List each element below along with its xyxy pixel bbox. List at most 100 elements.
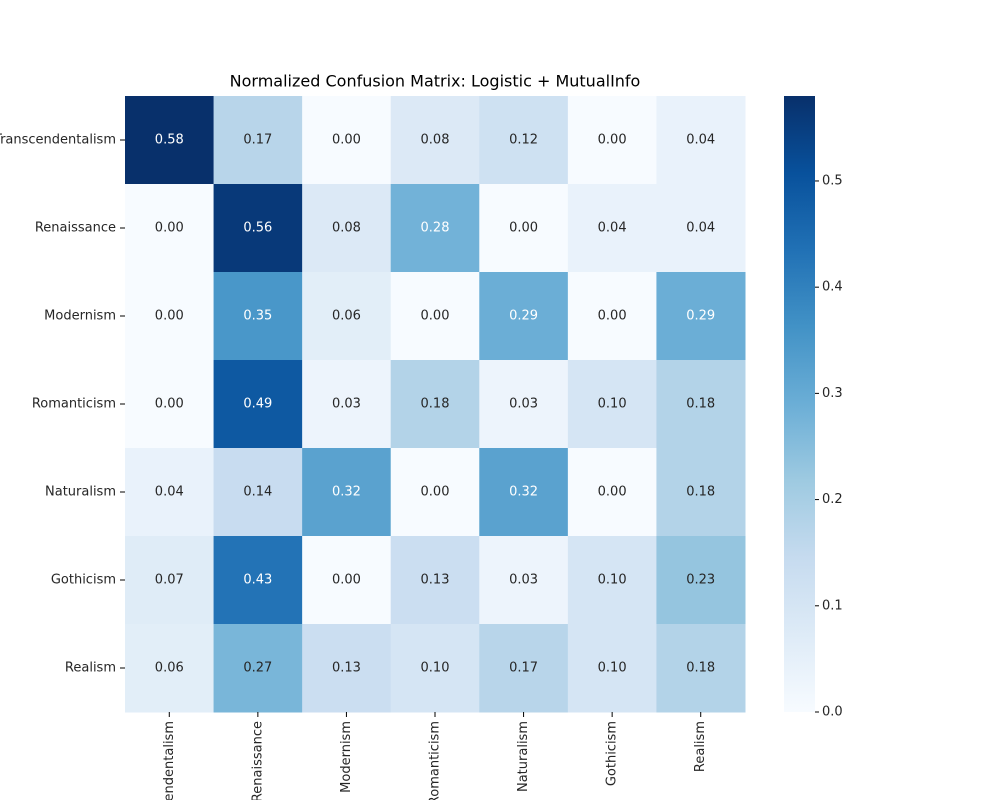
heatmap-cell (390, 96, 480, 185)
heatmap-cell (479, 272, 569, 361)
cell-label: 0.14 (243, 485, 272, 500)
cell-label: 0.00 (598, 309, 627, 324)
cell-label: 0.17 (243, 133, 272, 148)
cell-label: 0.13 (421, 573, 450, 588)
cell-label: 0.03 (509, 397, 538, 412)
cell-label: 0.06 (332, 309, 361, 324)
heatmap-cell (302, 624, 392, 713)
heatmap-cell (125, 536, 215, 625)
colorbar-tick-label: 0.5 (822, 173, 843, 188)
colorbar-tick-label: 0.0 (822, 705, 843, 720)
cell-label: 0.00 (598, 133, 627, 148)
heatmap-cell (213, 448, 303, 537)
heatmap-cell (567, 272, 657, 361)
cell-label: 0.29 (686, 309, 715, 324)
cell-label: 0.08 (332, 221, 361, 236)
heatmap-cell (302, 184, 392, 273)
heatmap-cell (390, 624, 480, 713)
heatmap-cell (390, 536, 480, 625)
heatmap-cell (656, 624, 746, 713)
heatmap-cell (213, 272, 303, 361)
heatmap-cell (390, 272, 480, 361)
colorbar (784, 96, 815, 712)
cell-label: 0.00 (421, 309, 450, 324)
cell-label: 0.06 (155, 661, 184, 676)
colorbar-tick-label: 0.4 (822, 280, 843, 295)
cell-label: 0.00 (421, 485, 450, 500)
heatmap-cell (213, 96, 303, 185)
heatmap-cell (213, 536, 303, 625)
cell-label: 0.04 (686, 221, 715, 236)
heatmap-cell (479, 184, 569, 273)
heatmap-cell (390, 448, 480, 537)
heatmap-cell (567, 536, 657, 625)
cell-label: 0.03 (509, 573, 538, 588)
y-tick-label: Modernism (44, 309, 116, 324)
cell-label: 0.04 (598, 221, 627, 236)
cell-label: 0.04 (155, 485, 184, 500)
heatmap-cell (656, 360, 746, 449)
cell-label: 0.00 (598, 485, 627, 500)
heatmap-cell (656, 272, 746, 361)
cell-label: 0.17 (509, 661, 538, 676)
heatmap-cell (479, 96, 569, 185)
colorbar-tick-label: 0.1 (822, 598, 843, 613)
x-tick-label: Gothicism (605, 721, 620, 786)
cell-label: 0.00 (332, 573, 361, 588)
cell-label: 0.03 (332, 397, 361, 412)
y-tick-label: Transcendentalism (0, 133, 116, 148)
cell-label: 0.00 (509, 221, 538, 236)
cell-label: 0.29 (509, 309, 538, 324)
cell-label: 0.00 (332, 133, 361, 148)
cell-label: 0.35 (243, 309, 272, 324)
cell-label: 0.04 (686, 133, 715, 148)
heatmap-cell (302, 448, 392, 537)
heatmap-cell (125, 272, 215, 361)
cell-label: 0.32 (509, 485, 538, 500)
cell-label: 0.18 (686, 397, 715, 412)
x-tick-label: Transcendentalism (162, 721, 177, 800)
x-tick-label: Renaissance (250, 721, 265, 800)
cell-label: 0.10 (598, 661, 627, 676)
heatmap-cell (302, 536, 392, 625)
heatmap-cell (125, 184, 215, 273)
cell-label: 0.56 (243, 221, 272, 236)
heatmap-cell (479, 536, 569, 625)
cell-label: 0.00 (155, 309, 184, 324)
cell-label: 0.58 (155, 133, 184, 148)
cell-label: 0.00 (155, 397, 184, 412)
heatmap-cell (302, 360, 392, 449)
heatmap-cell (567, 448, 657, 537)
heatmap-cell (479, 624, 569, 713)
cell-label: 0.10 (598, 573, 627, 588)
cell-label: 0.07 (155, 573, 184, 588)
x-tick-label: Realism (693, 721, 708, 772)
cell-label: 0.27 (243, 661, 272, 676)
heatmap-cell (390, 360, 480, 449)
heatmap-cell (567, 184, 657, 273)
cell-label: 0.10 (598, 397, 627, 412)
cell-label: 0.18 (421, 397, 450, 412)
heatmap-cell (125, 360, 215, 449)
heatmap-cell (302, 96, 392, 185)
heatmap-cell (125, 448, 215, 537)
colorbar-tick-label: 0.2 (822, 492, 843, 507)
cell-label: 0.28 (421, 221, 450, 236)
cell-label: 0.00 (155, 221, 184, 236)
chart-title: Normalized Confusion Matrix: Logistic + … (230, 72, 641, 91)
heatmap-cell (213, 184, 303, 273)
heatmap-cell (125, 624, 215, 713)
heatmap-cell (302, 272, 392, 361)
cell-label: 0.13 (332, 661, 361, 676)
heatmap-cell (656, 448, 746, 537)
cell-label: 0.32 (332, 485, 361, 500)
heatmap-cell (656, 536, 746, 625)
x-tick-label: Naturalism (516, 721, 531, 792)
heatmap-cell (213, 624, 303, 713)
x-tick-label: Modernism (339, 721, 354, 793)
cell-label: 0.23 (686, 573, 715, 588)
y-tick-label: Realism (65, 661, 116, 676)
heatmap-cell (213, 360, 303, 449)
